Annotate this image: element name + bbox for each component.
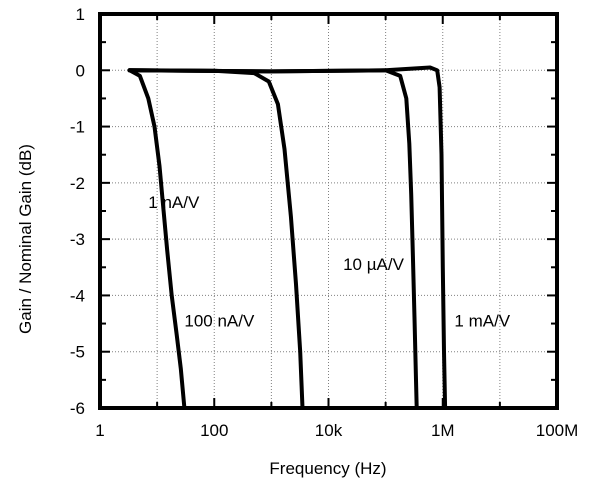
x-tick-label: 100 (200, 421, 228, 440)
y-tick-label: -6 (70, 399, 85, 418)
y-tick-label: -2 (70, 174, 85, 193)
series-line-2 (127, 68, 305, 410)
series-annotation: 1 nA/V (148, 193, 200, 212)
x-tick-label: 100M (536, 421, 579, 440)
x-axis-label: Frequency (Hz) (269, 459, 386, 478)
x-tick-label: 10k (315, 421, 343, 440)
series-annotation: 10 µA/V (343, 255, 404, 274)
y-tick-label: -5 (70, 343, 85, 362)
series-lines (127, 65, 448, 410)
y-tick-label: -1 (70, 118, 85, 137)
series-line-4 (127, 65, 448, 410)
y-tick-label: 0 (76, 61, 85, 80)
y-tick-label: 1 (76, 5, 85, 24)
series-annotations: 1 nA/V 100 nA/V 10 µA/V 1 mA/V (148, 193, 511, 330)
tick-labels: 1 100 10k 1M 100M 1 0 -1 -2 -3 -4 -5 -6 (70, 5, 578, 440)
series-annotation: 1 mA/V (454, 311, 510, 330)
axis-ticks (99, 13, 558, 409)
y-tick-label: -3 (70, 230, 85, 249)
x-tick-label: 1 (95, 421, 104, 440)
y-tick-label: -4 (70, 286, 85, 305)
series-line-1 (127, 68, 187, 410)
x-tick-label: 1M (431, 421, 455, 440)
y-axis-label: Gain / Nominal Gain (dB) (16, 144, 35, 334)
series-annotation: 100 nA/V (184, 311, 255, 330)
